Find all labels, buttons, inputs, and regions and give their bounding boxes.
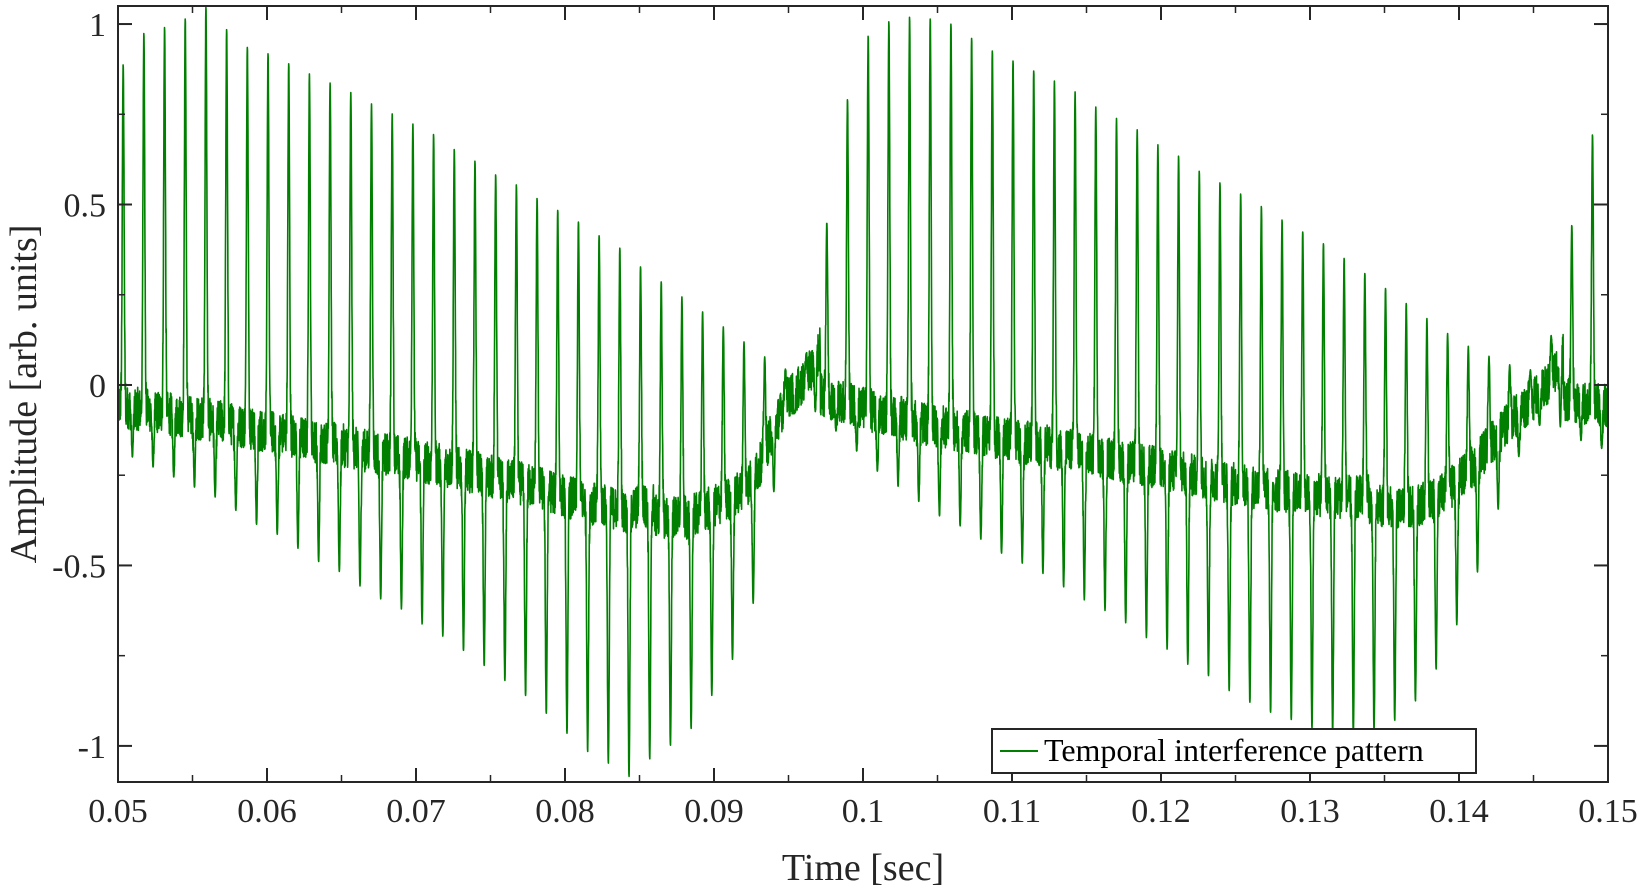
x-tick-label-8: 0.13 [1280, 793, 1340, 830]
x-tick-label-0: 0.05 [88, 793, 148, 830]
x-tick-label-4: 0.09 [684, 793, 744, 830]
legend-box [991, 728, 1477, 774]
x-tick-label-10: 0.15 [1578, 793, 1638, 830]
y-tick-label-0: 1 [89, 7, 106, 44]
legend-label-series-0: Temporal interference pattern [1044, 732, 1424, 768]
y-tick-label-3: -0.5 [52, 548, 106, 585]
series-line-0 [118, 6, 1608, 778]
y-tick-label-1: 0.5 [64, 188, 107, 225]
x-axis-title: Time [sec] [782, 847, 944, 889]
series-layer [118, 6, 1608, 778]
x-tick-label-5: 0.1 [842, 793, 885, 830]
x-tick-label-7: 0.12 [1131, 793, 1191, 830]
x-tick-label-3: 0.08 [535, 793, 595, 830]
y-axis-title: Amplitude [arb. units] [3, 225, 45, 564]
legend: Temporal interference pattern [991, 728, 1477, 774]
y-tick-label-4: -1 [78, 729, 106, 766]
y-tick-label-2: 0 [89, 368, 106, 405]
x-tick-label-2: 0.07 [386, 793, 446, 830]
x-tick-label-9: 0.14 [1429, 793, 1489, 830]
x-tick-label-1: 0.06 [237, 793, 297, 830]
tick-layer: 0.05 0.06 0.07 0.08 0.09 0.1 0.11 0.12 0.13 0.14 0… [52, 6, 1638, 830]
x-tick-label-6: 0.11 [983, 793, 1041, 830]
